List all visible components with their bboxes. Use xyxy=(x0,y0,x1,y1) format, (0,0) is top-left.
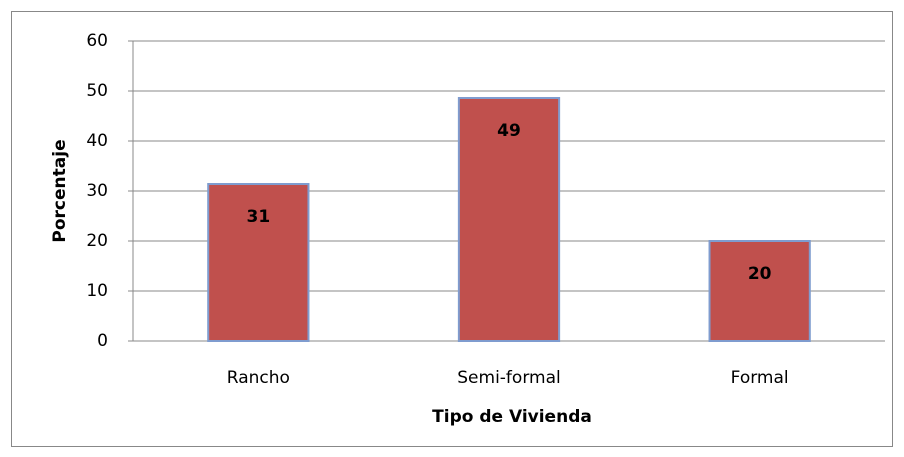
y-tick-label: 40 xyxy=(86,131,108,151)
y-tick-label: 60 xyxy=(86,31,108,51)
bar xyxy=(457,97,561,342)
y-tick-label: 10 xyxy=(86,281,108,301)
y-axis-title: Porcentaje xyxy=(50,139,70,242)
x-tick-label: Formal xyxy=(731,368,789,388)
data-label: 20 xyxy=(748,264,772,284)
y-tick-label: 0 xyxy=(97,331,108,351)
y-tick-label: 20 xyxy=(86,231,108,251)
x-axis-title: Tipo de Vivienda xyxy=(432,407,592,427)
bar xyxy=(207,183,310,342)
x-tick-label: Rancho xyxy=(227,368,290,388)
chart-frame xyxy=(11,11,893,447)
bar xyxy=(708,240,811,342)
data-label: 49 xyxy=(497,121,521,141)
x-tick-label: Semi-formal xyxy=(457,368,560,388)
data-label: 31 xyxy=(246,207,270,227)
y-tick-label: 30 xyxy=(86,181,108,201)
y-tick-label: 50 xyxy=(86,81,108,101)
